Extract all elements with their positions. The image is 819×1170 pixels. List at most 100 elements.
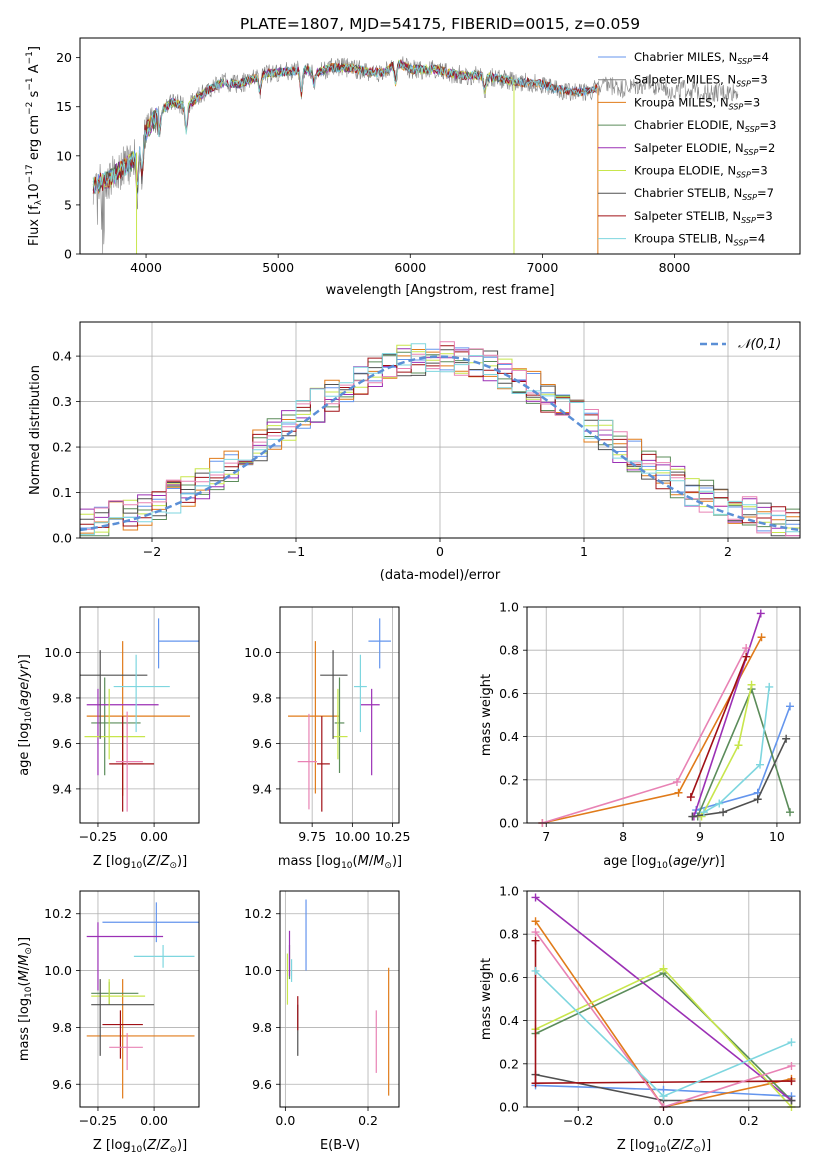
weight-vs-Z-xlabel: Z [log10(Z/Z⊙)] — [617, 1138, 711, 1155]
y-tick-label: 0.0 — [499, 816, 519, 831]
gaussian-legend-label: 𝒩(0,1) — [738, 337, 781, 352]
weight-line-6 — [690, 656, 747, 798]
y-tick-label: 9.4 — [52, 781, 72, 796]
legend-label: Salpeter ELODIE, NSSP=2 — [634, 141, 775, 157]
residuals-legend: 𝒩(0,1) — [700, 337, 781, 352]
y-tick-label: 10.0 — [44, 645, 72, 660]
weight-marker — [742, 644, 751, 653]
spectrum-legend: Chabrier MILES, NSSP=4 Salpeter MILES, NS… — [598, 50, 776, 248]
x-tick-label: −0.25 — [79, 1113, 117, 1128]
spectrum-panel: 4000 5000 6000 7000 8000 0 5 10 15 20 wavelength … — [25, 37, 801, 298]
y-tick-label: 0.2 — [499, 1056, 519, 1071]
y-tick-label: 0.8 — [499, 643, 519, 658]
weight-marker — [699, 808, 708, 817]
weight-marker — [531, 1079, 540, 1088]
y-tick-label: 15 — [56, 99, 72, 114]
figure-title: PLATE=1807, MJD=54175, FIBERID=0015, z=0… — [240, 15, 640, 33]
weight-line-5 — [692, 738, 787, 818]
weight-marker — [719, 808, 728, 817]
age-vs-Z-ylabel: age [log10(age/yr)] — [17, 654, 34, 776]
x-tick-label: 0.0 — [275, 1113, 295, 1128]
weight-marker — [659, 1092, 668, 1101]
weight-marker — [742, 652, 751, 661]
y-tick-label: 9.6 — [252, 1077, 272, 1092]
weight-vs-Z-panel: −0.2 0.0 0.2 0.0 0.2 0.4 0.6 0.8 1.0 Z [log10(Z/… — [479, 884, 801, 1155]
x-tick-label: 7000 — [526, 260, 558, 275]
x-tick-label: 0 — [436, 544, 444, 559]
residuals-xlabel: (data-model)/error — [380, 568, 501, 583]
age-vs-Z-panel: −0.25 0.00 9.4 9.6 9.8 10.0 Z [log10(Z/Z⊙)] a… — [17, 606, 200, 871]
weight-marker — [531, 966, 540, 975]
legend-label: Salpeter STELIB, NSSP=3 — [634, 209, 773, 225]
y-tick-label: 0.0 — [52, 531, 72, 546]
x-tick-label: 0.00 — [140, 1113, 168, 1128]
x-tick-label: −0.2 — [563, 1113, 593, 1128]
weight-marker — [688, 812, 697, 821]
x-tick-label: 1 — [580, 544, 588, 559]
x-tick-label: 2 — [724, 544, 732, 559]
x-tick-label: 0.2 — [358, 1113, 378, 1128]
weight-marker — [672, 777, 681, 786]
y-tick-label: 10 — [56, 148, 72, 163]
residuals-ylabel: Normed distribution — [28, 365, 43, 495]
weight-marker — [531, 928, 540, 937]
x-tick-label: 0.0 — [654, 1113, 674, 1128]
y-tick-label: 0.1 — [52, 485, 72, 500]
y-tick-label: 0 — [64, 247, 72, 262]
weight-vs-Z-ylabel: mass weight — [479, 958, 494, 1040]
weight-marker — [659, 964, 668, 973]
weight-marker — [786, 702, 795, 711]
x-tick-label: 6000 — [394, 260, 426, 275]
weight-line-8 — [703, 686, 770, 813]
legend-label: Kroupa STELIB, NSSP=4 — [634, 232, 765, 248]
weight-vs-age-xlabel: age [log10(age/yr)] — [603, 854, 725, 871]
weight-marker — [734, 741, 743, 750]
residuals-panel: −2 −1 0 1 2 0.0 0.1 0.2 0.3 0.4 (data-model)/erro… — [28, 321, 801, 583]
spectrum-ylabel: Flux [fλ10−17 erg cm−2 s−1 A−1] — [25, 46, 44, 246]
weight-marker — [782, 734, 791, 743]
y-tick-label: 0.3 — [52, 394, 72, 409]
y-tick-label: 5 — [64, 197, 72, 212]
weight-marker — [747, 680, 756, 689]
y-tick-label: 1.0 — [499, 600, 519, 615]
age-vs-Z-xlabel: Z [log10(Z/Z⊙)] — [93, 854, 187, 871]
y-tick-label: 10.0 — [244, 963, 272, 978]
y-tick-label: 9.8 — [252, 690, 272, 705]
x-tick-label: 0.2 — [739, 1113, 759, 1128]
y-tick-label: 0.4 — [499, 1013, 519, 1028]
mass-vs-ebv-panel: 0.0 0.2 9.6 9.8 10.0 10.2 E(B-V) — [244, 890, 400, 1153]
x-tick-label: 10.25 — [375, 829, 411, 844]
legend-label: Kroupa ELODIE, NSSP=3 — [634, 164, 768, 180]
weight-marker — [531, 917, 540, 926]
weight-marker — [674, 788, 683, 797]
x-tick-label: −0.25 — [79, 829, 117, 844]
weight-marker — [756, 760, 765, 769]
x-tick-label: 7 — [542, 829, 550, 844]
mass-vs-ebv-xlabel: E(B-V) — [320, 1138, 360, 1153]
mass-vs-Z-ylabel: mass [log10(M/M⊙)] — [17, 937, 34, 1061]
weight-vs-age-ylabel: mass weight — [479, 674, 494, 756]
y-tick-label: 0.8 — [499, 927, 519, 942]
y-tick-label: 0.2 — [52, 440, 72, 455]
weight-marker — [531, 936, 540, 945]
x-tick-label: 8000 — [659, 260, 691, 275]
weight-marker — [756, 609, 765, 618]
y-tick-label: 9.8 — [52, 690, 72, 705]
y-tick-label: 9.6 — [252, 736, 272, 751]
weight-marker — [697, 812, 706, 821]
y-tick-label: 0.6 — [499, 686, 519, 701]
y-tick-label: 1.0 — [499, 884, 519, 899]
legend-label: Chabrier MILES, NSSP=4 — [634, 50, 769, 66]
y-tick-label: 0.0 — [499, 1100, 519, 1115]
legend-label: Chabrier STELIB, NSSP=7 — [634, 186, 774, 202]
mass-vs-Z-xlabel: Z [log10(Z/Z⊙)] — [93, 1138, 187, 1155]
mass-vs-Z-panel: −0.25 0.009.69.810.010.2 Z [log10(Z/Z⊙)] … — [17, 890, 200, 1155]
y-tick-label: 10.0 — [244, 645, 272, 660]
y-tick-label: 0.4 — [52, 349, 72, 364]
x-tick-label: −1 — [287, 544, 305, 559]
weight-line-3 — [535, 896, 792, 1102]
weight-marker — [787, 1077, 796, 1086]
weight-marker — [757, 633, 766, 642]
y-tick-label: 9.4 — [252, 781, 272, 796]
legend-label: Salpeter MILES, NSSP=3 — [634, 73, 768, 89]
